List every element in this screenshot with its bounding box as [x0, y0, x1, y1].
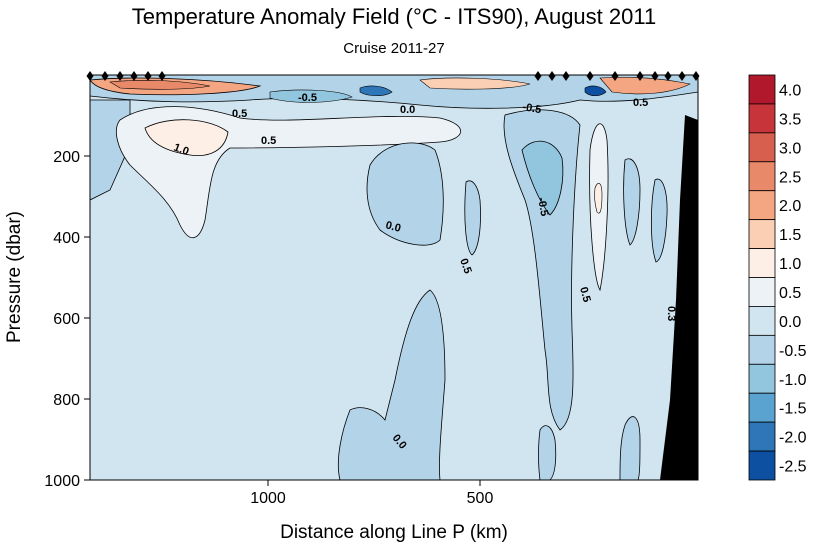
colorbar-swatch: [748, 277, 776, 307]
contour-region-deep-cool-3: [619, 416, 641, 480]
y-axis-label: Pressure (dbar): [4, 211, 25, 343]
contour-label: -0.5: [521, 101, 542, 116]
y-tick-label: 1000: [44, 473, 80, 490]
contour-label: 0.5: [232, 108, 247, 120]
surface-cool-core-1: [359, 85, 393, 97]
contour-region-cool-column-core: [521, 140, 564, 216]
colorbar: 4.0 3.5 3.0 2.5 2.0 1.5 1.0 0.5 0.0 -0.5 -1.0 -1.5 -…: [748, 74, 807, 481]
colorbar-label: 2.5: [779, 169, 801, 186]
station-marker: [534, 71, 542, 81]
colorbar-swatch: [748, 132, 776, 163]
chart-title: Temperature Anomaly Field (°C - ITS90), …: [132, 4, 656, 29]
station-marker: [130, 71, 138, 81]
colorbar-label: 3.0: [779, 140, 801, 157]
x-axis: 1000 500: [250, 480, 493, 507]
contour-label: 0.3: [665, 306, 677, 321]
surface-cool-core-2: [584, 85, 607, 97]
station-marker: [586, 71, 594, 81]
colorbar-swatch: [748, 334, 776, 365]
colorbar-swatch: [748, 161, 776, 192]
contour-label: 0.5: [457, 257, 474, 275]
contour-labels: -0.5 0.0 -0.5 0.5 0.5 1.0 0.5 0.0 0.5 -0…: [172, 92, 677, 452]
station-marker: [158, 71, 166, 81]
colorbar-label: -2.0: [779, 430, 807, 447]
contour-region-narrow-cool: [464, 180, 481, 256]
contour-label: 0.0: [400, 104, 415, 116]
surface-warm-right: [599, 76, 691, 95]
station-marker: [678, 71, 686, 81]
colorbar-label: 1.0: [779, 256, 801, 273]
colorbar-swatch: [748, 74, 776, 105]
contour-label: -0.5: [535, 196, 550, 217]
contour-region-warm-10: [144, 119, 229, 157]
surface-band: [90, 75, 698, 109]
y-axis: 200 400 600 800 1000: [44, 149, 90, 490]
station-marker: [144, 71, 152, 81]
contour-region-warm-sliver-core: [594, 182, 603, 214]
colorbar-swatch: [748, 190, 776, 221]
colorbar-label: -2.5: [779, 459, 807, 476]
colorbar-label: 0.0: [779, 314, 801, 331]
station-marker: [562, 71, 570, 81]
station-marker: [548, 71, 556, 81]
station-marker: [116, 71, 124, 81]
x-tick-label: 1000: [250, 490, 286, 507]
contour-field: [90, 75, 698, 480]
y-tick-label: 200: [53, 149, 80, 166]
contour-label: 0.5: [261, 135, 276, 147]
contour-region-right-cool-2: [650, 178, 668, 263]
colorbar-swatch: [748, 421, 776, 452]
station-markers: [86, 71, 700, 81]
station-marker: [636, 71, 644, 81]
colorbar-label: 3.5: [779, 111, 801, 128]
colorbar-label: 1.5: [779, 227, 801, 244]
colorbar-swatch: [748, 306, 776, 336]
y-tick-label: 400: [53, 230, 80, 247]
contour-label: -0.5: [298, 92, 317, 104]
colorbar-swatch: [748, 392, 776, 423]
contour-region-deep-cool-2: [538, 425, 557, 480]
surface-cool-3: [269, 89, 353, 103]
station-marker: [611, 71, 619, 81]
y-tick-label: 600: [53, 311, 80, 328]
colorbar-swatch: [748, 103, 776, 134]
colorbar-swatch: [748, 450, 776, 481]
contour-region-mid-cool: [366, 142, 444, 246]
contour-label: 0.0: [384, 219, 402, 235]
surface-warm-mid: [419, 77, 531, 90]
contour-region-right-cool-1: [623, 158, 641, 246]
colorbar-swatch: [748, 219, 776, 249]
colorbar-label: -0.5: [779, 343, 807, 360]
x-axis-label: Distance along Line P (km): [280, 522, 508, 543]
colorbar-swatch: [748, 248, 776, 278]
contour-label: 0.5: [577, 286, 593, 304]
colorbar-label: -1.5: [779, 401, 807, 418]
colorbar-swatch: [748, 363, 776, 394]
station-marker: [651, 71, 659, 81]
station-marker: [664, 71, 672, 81]
contour-region-deep-cool: [337, 289, 446, 480]
colorbar-label: 4.0: [779, 82, 801, 99]
contour-label: 0.5: [633, 97, 648, 109]
bathymetry-fill: [660, 115, 698, 480]
chart-subtitle: Cruise 2011-27: [343, 40, 444, 57]
colorbar-label: 2.0: [779, 198, 801, 215]
station-marker: [101, 71, 109, 81]
colorbar-label: 0.5: [779, 285, 801, 302]
plot-frame: [89, 74, 699, 481]
colorbar-label: -1.0: [779, 372, 807, 389]
surface-warm-left-inner: [109, 80, 211, 90]
y-tick-label: 800: [53, 392, 80, 409]
x-tick-label: 500: [467, 490, 494, 507]
contour-label: 1.0: [172, 142, 190, 159]
